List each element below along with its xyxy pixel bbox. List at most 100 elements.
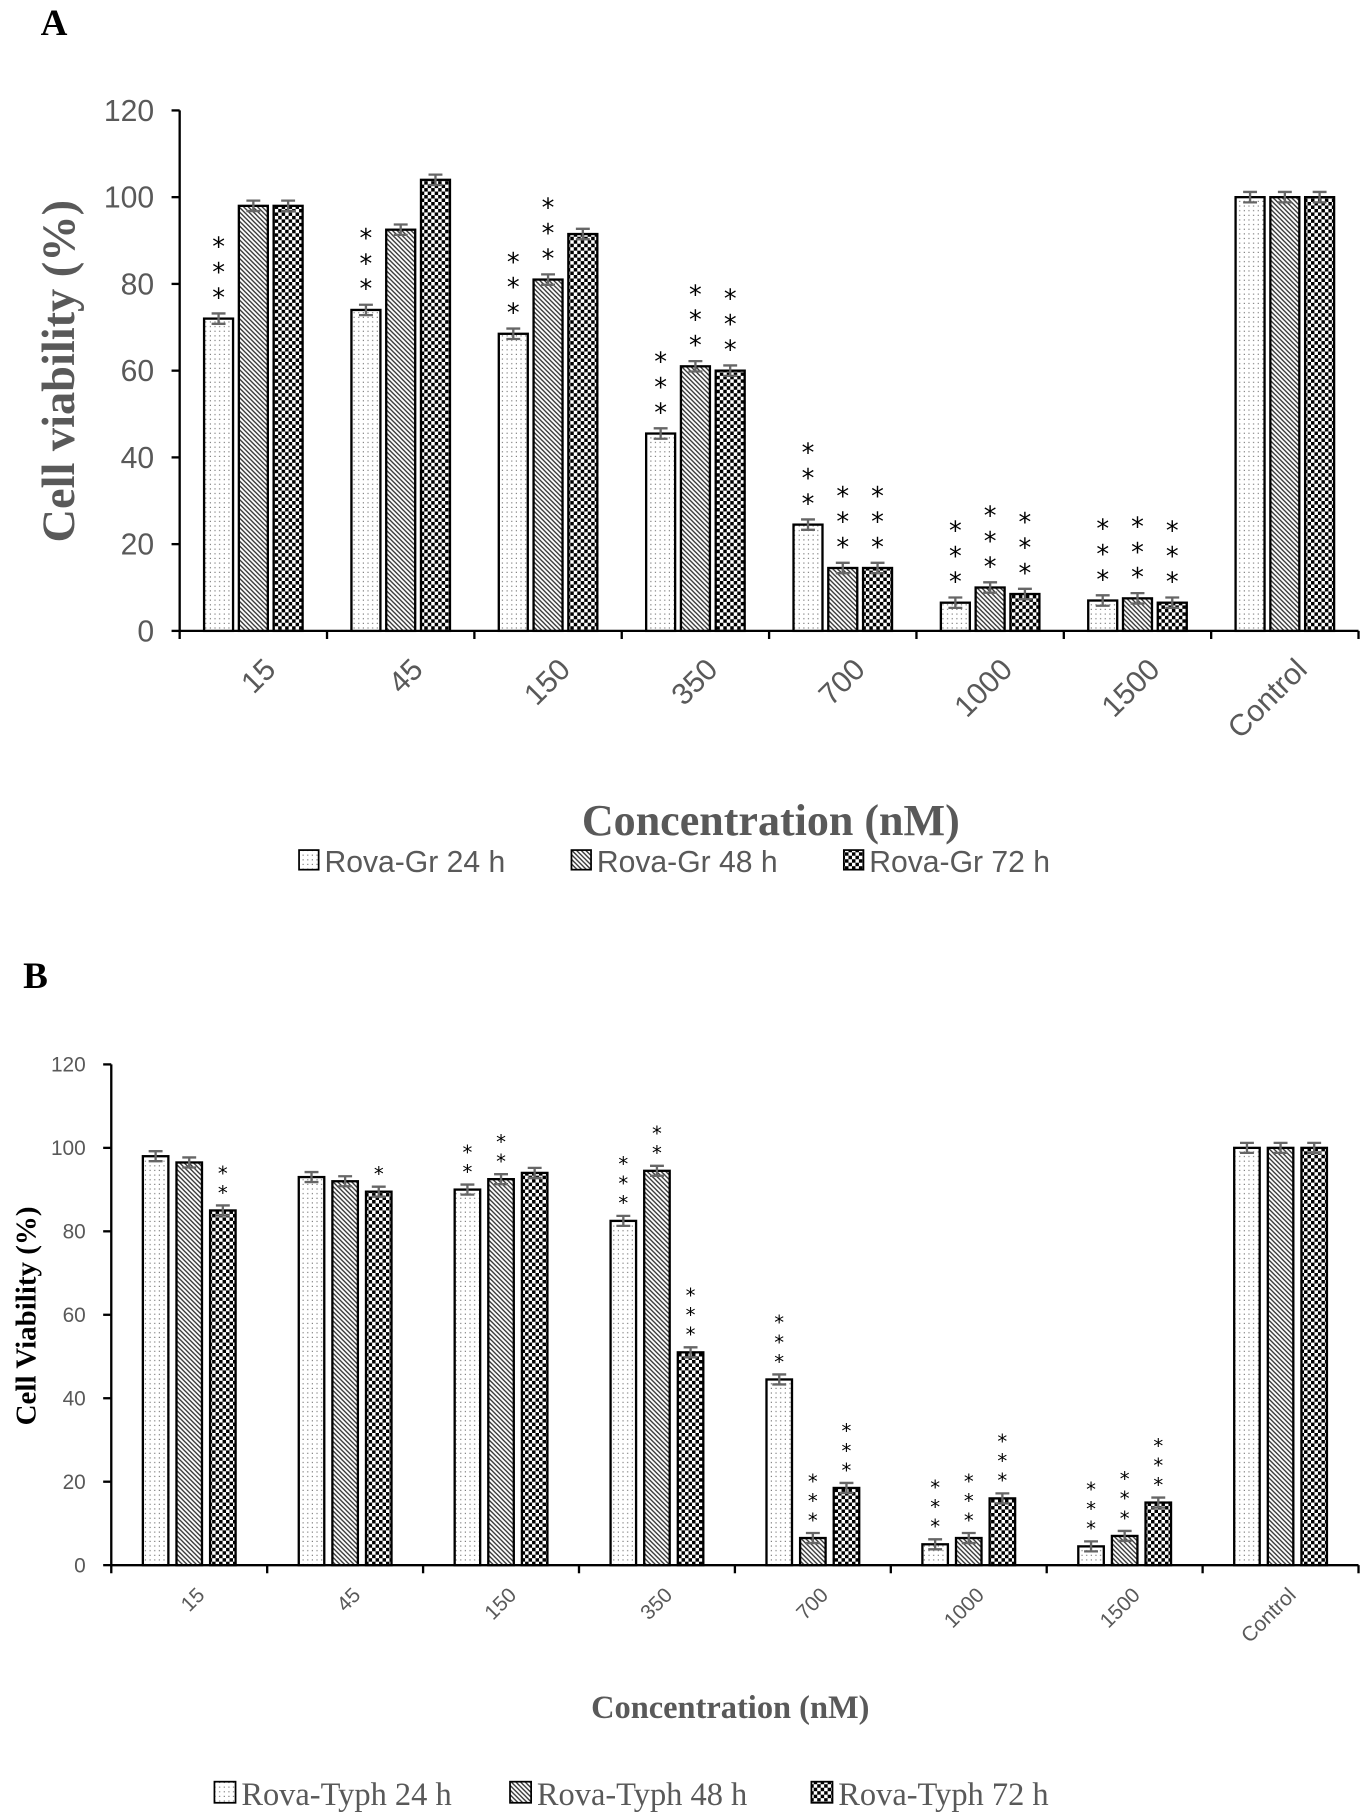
error-bar [1243,190,1258,204]
error-bar [1095,594,1110,607]
error-bar [948,596,963,610]
error-bar [1307,1141,1322,1155]
x-tick-label: Control [1222,653,1314,745]
bar [609,1219,638,1567]
bar [832,1486,861,1567]
y-tick-label: 20 [121,529,155,562]
bar [532,278,564,633]
error-bar [575,227,590,241]
significance-stars: *** [768,1311,791,1370]
significance-stars: *** [863,482,893,558]
error-bar [688,359,703,373]
y-tick-label: 60 [121,355,155,388]
y-tick-label: 40 [121,442,155,475]
error-bar [1017,587,1032,601]
significance-stars: *** [835,1420,858,1479]
error-bar [835,561,850,575]
legend-label: Rova-Gr 72 h [869,846,1050,879]
panel-label-a: A [41,3,68,44]
y-axis-label: Cell Viability (%) [11,1207,43,1426]
y-tick-label: 40 [63,1388,86,1411]
error-bar [304,1170,319,1184]
error-bar [215,1204,230,1217]
panel-label-b: B [23,956,48,997]
significance-stars: ** [456,1141,479,1180]
bar [350,308,382,633]
error-bar [371,1185,386,1198]
y-axis-label: Cell viability (%) [34,200,85,543]
x-tick-label: 700 [792,1584,833,1625]
error-bar [358,303,373,317]
bar [272,204,304,633]
x-tick-label: 700 [813,653,872,712]
bar [765,1378,794,1567]
significance-stars: *** [1147,1434,1170,1493]
significance-stars: *** [533,194,563,270]
error-bar [246,199,261,213]
error-bar [182,1156,197,1169]
bar [487,1178,515,1567]
legend-swatch [842,849,865,871]
significance-stars: ** [211,1162,234,1201]
x-tick-label: 45 [383,653,430,700]
x-tick-label: Control [1237,1584,1301,1648]
bar [297,1175,326,1567]
error-bar [527,1166,542,1180]
error-bar [1117,1529,1132,1543]
x-tick-label: 45 [333,1584,366,1617]
error-bar [995,1492,1010,1505]
bar [419,178,452,633]
significance-stars: ** [645,1122,668,1161]
legend-swatch [810,1780,834,1804]
bar [1234,196,1266,633]
y-tick-label: 0 [137,615,154,648]
error-bar [1239,1141,1254,1155]
bar [676,1351,705,1567]
significance-stars: *** [498,248,528,324]
x-tick-label: 1000 [948,653,1019,724]
legend-label: Rova-Typh 48 h [537,1777,747,1813]
significance-stars: *** [1088,515,1118,591]
error-bar [723,364,738,378]
bar [364,1190,393,1567]
bar [453,1188,482,1567]
bar [385,228,417,633]
x-tick-label: 350 [636,1584,677,1625]
bar [643,1169,671,1567]
significance-stars: *** [924,1476,947,1535]
significance-stars: *** [991,1430,1014,1489]
significance-stars: *** [1113,1468,1136,1527]
error-bar [649,1164,664,1177]
legend-swatch [570,849,592,871]
error-bar [1273,1141,1288,1155]
significance-stars: *** [204,233,234,309]
legend-label: Rova-Typh 72 h [838,1777,1048,1813]
error-bar [428,173,443,187]
error-bar [683,1346,698,1359]
error-bar [211,312,226,325]
x-axis-label: Concentration (nM) [582,796,960,845]
error-bar [1151,1496,1166,1509]
bar [567,232,599,633]
y-tick-label: 60 [63,1304,86,1327]
significance-stars: *** [646,348,676,424]
bar [1269,196,1301,633]
significance-stars: *** [1010,508,1040,584]
significance-stars: *** [715,285,745,361]
y-tick-label: 0 [74,1554,86,1577]
significance-stars: *** [679,1284,702,1343]
y-tick-label: 100 [51,1137,86,1160]
bar [497,332,529,633]
bar [175,1161,204,1567]
significance-stars: *** [940,517,970,593]
significance-stars: * [367,1163,390,1183]
bar [208,1209,237,1567]
bar [679,365,712,633]
bar [237,204,269,633]
error-bar [1165,596,1180,610]
significance-stars: *** [1080,1478,1103,1537]
bar [1300,1146,1329,1567]
significance-stars: *** [975,502,1005,578]
